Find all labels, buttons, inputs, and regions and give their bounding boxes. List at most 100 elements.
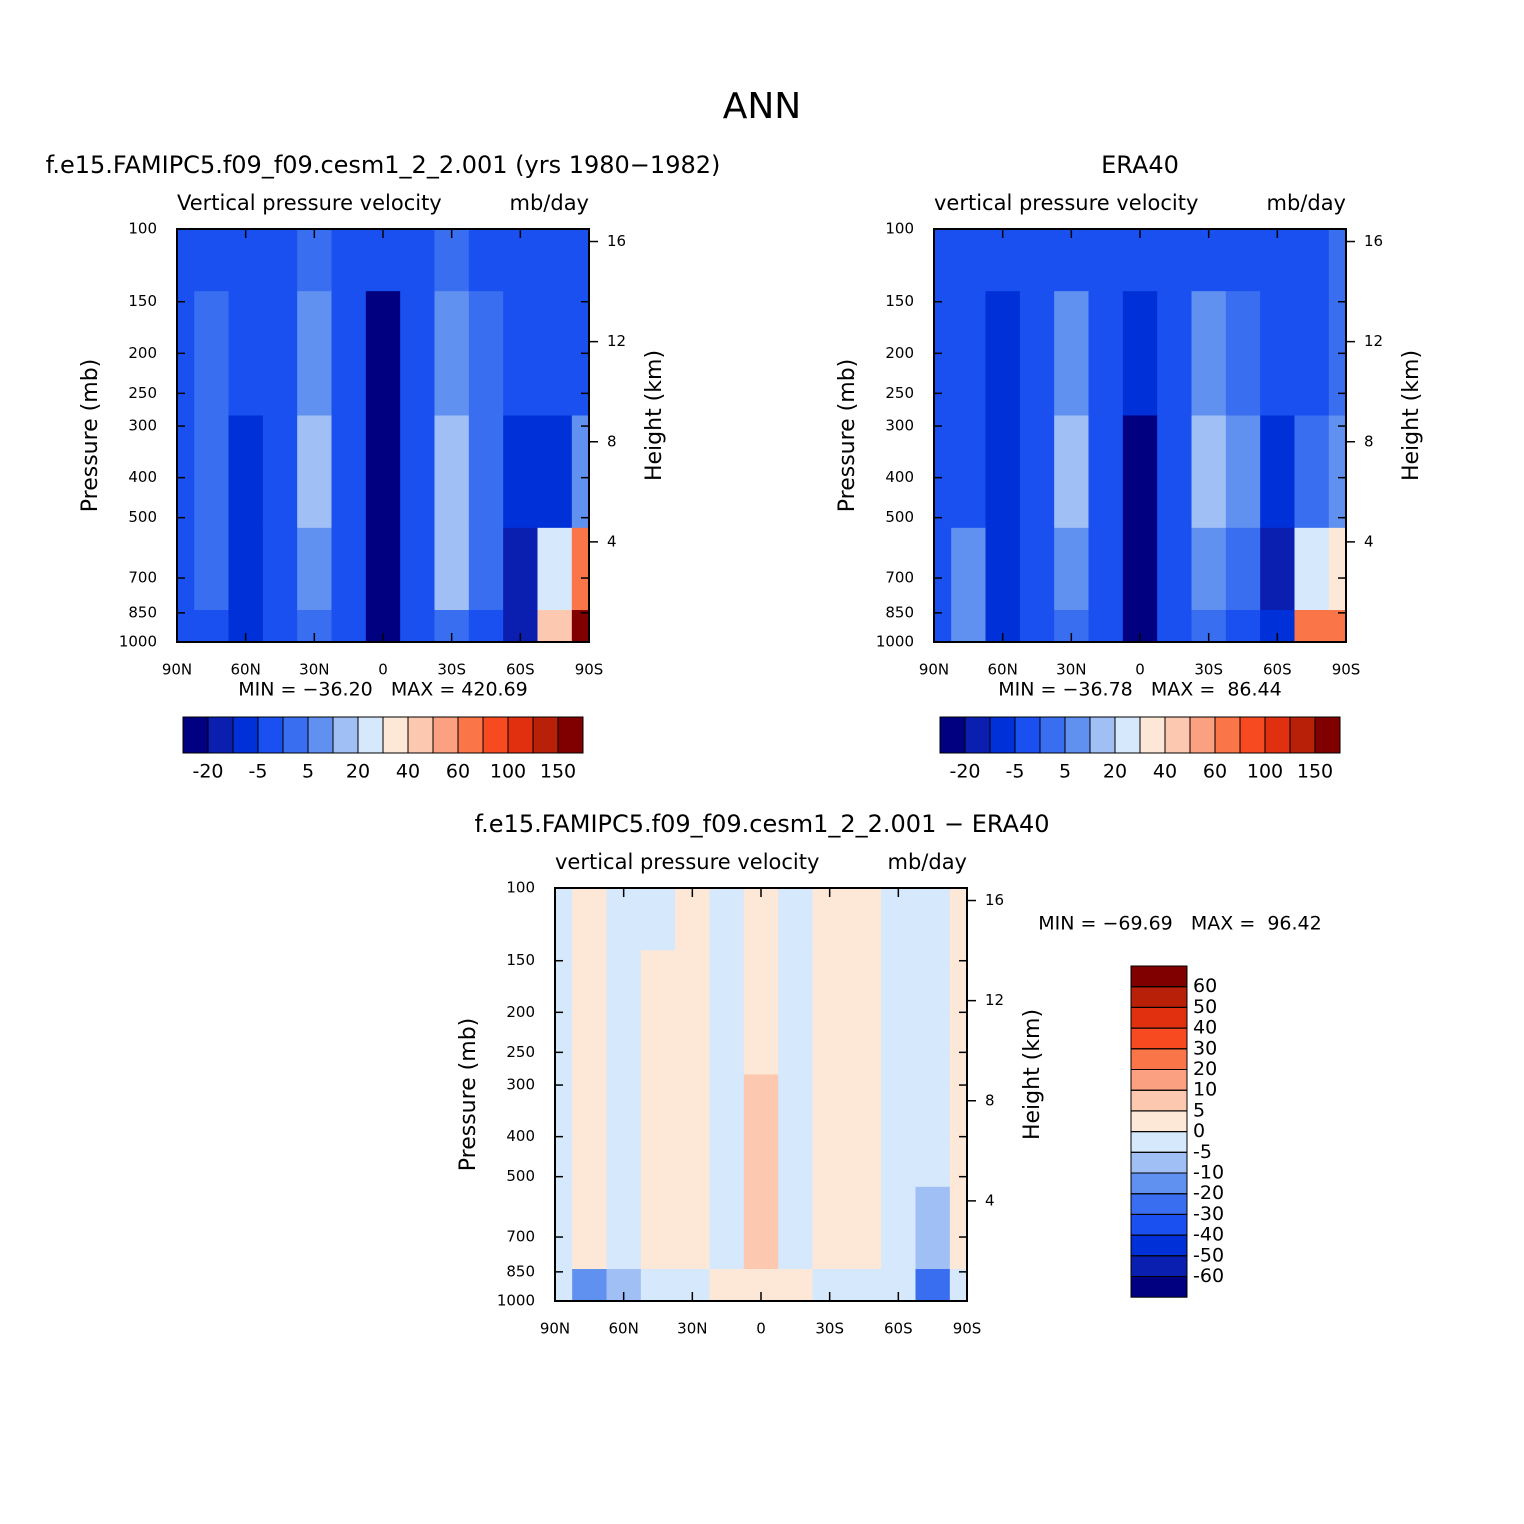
y2-tick-label: 16 bbox=[607, 232, 626, 250]
colorbar-label: 20 bbox=[1193, 1058, 1217, 1080]
colorbar-box bbox=[1130, 1110, 1188, 1133]
colorbar-box bbox=[1130, 965, 1188, 988]
contour-cell bbox=[606, 888, 642, 951]
contour-cell bbox=[1019, 291, 1055, 416]
colorbar-box bbox=[1239, 716, 1266, 754]
contour-cell bbox=[951, 610, 986, 643]
y2-tick-label: 12 bbox=[607, 332, 626, 350]
contour-cell bbox=[194, 610, 229, 643]
colorbar-box bbox=[557, 716, 584, 754]
colorbar-label: 30 bbox=[1193, 1037, 1217, 1059]
colorbar-label: 5 bbox=[1193, 1099, 1205, 1121]
colorbar-box bbox=[532, 716, 559, 754]
contour-cell bbox=[331, 415, 367, 529]
colorbar-box bbox=[1130, 1048, 1188, 1071]
contour-cell bbox=[881, 888, 916, 951]
y-tick-label: 850 bbox=[885, 603, 914, 621]
colorbar-label: 100 bbox=[490, 761, 526, 783]
colorbar-label: -10 bbox=[1193, 1162, 1224, 1184]
colorbar-label: -20 bbox=[1193, 1182, 1224, 1204]
contour-cell bbox=[177, 527, 195, 611]
colorbar-label: 10 bbox=[1193, 1079, 1217, 1101]
colorbar-label: 60 bbox=[446, 761, 470, 783]
contour-cell bbox=[951, 527, 986, 611]
contour-cell bbox=[400, 229, 435, 292]
colorbar-box bbox=[407, 716, 434, 754]
colorbar-box bbox=[1130, 1089, 1188, 1112]
contour-cell bbox=[915, 1269, 951, 1302]
contour-cell bbox=[365, 291, 401, 416]
contour-cell bbox=[640, 1269, 676, 1302]
contour-cell bbox=[934, 229, 952, 292]
colorbar-box bbox=[1130, 1069, 1188, 1091]
contour-cell bbox=[555, 1269, 573, 1302]
contour-cell bbox=[297, 415, 332, 529]
contour-cell bbox=[915, 1186, 951, 1270]
y-tick-label: 200 bbox=[128, 344, 157, 362]
contour-cell bbox=[262, 229, 298, 292]
contour-cell bbox=[812, 950, 848, 1075]
x-tick-label: 90N bbox=[162, 661, 192, 679]
contour-cell bbox=[743, 950, 779, 1075]
colorbar-box bbox=[1289, 716, 1316, 754]
colorbar-box bbox=[1264, 716, 1291, 754]
contour-cell bbox=[555, 888, 573, 951]
contour-cell bbox=[1019, 527, 1055, 611]
contour-cell bbox=[177, 415, 195, 529]
contour-cell bbox=[743, 888, 779, 951]
colorbar-box bbox=[382, 716, 409, 754]
contour-cell bbox=[881, 1186, 916, 1270]
contour-cell bbox=[846, 1186, 882, 1270]
contour-cell bbox=[1054, 291, 1089, 416]
y2-axis-label: Height (km) bbox=[1399, 350, 1424, 481]
contour-cell bbox=[262, 415, 298, 529]
contour-cell bbox=[468, 610, 504, 643]
y2-tick-label: 16 bbox=[1364, 232, 1383, 250]
contour-cell bbox=[331, 291, 367, 416]
contour-cell bbox=[951, 229, 986, 292]
contour-cell bbox=[228, 291, 264, 416]
y2-tick-label: 12 bbox=[985, 991, 1004, 1009]
colorbar-box bbox=[1130, 1172, 1188, 1195]
y-tick-label: 400 bbox=[885, 468, 914, 486]
colorbar-box bbox=[1130, 1151, 1188, 1174]
y-tick-label: 100 bbox=[506, 879, 535, 897]
contour-cell bbox=[951, 291, 986, 416]
colorbar-label: -40 bbox=[1193, 1224, 1224, 1246]
colorbar-label: -5 bbox=[1006, 761, 1025, 783]
contour-cell bbox=[571, 291, 590, 416]
contour-cell bbox=[949, 950, 968, 1075]
y2-tick-label: 4 bbox=[1364, 532, 1374, 550]
y-tick-label: 200 bbox=[506, 1003, 535, 1021]
colorbar-label: 40 bbox=[1193, 1017, 1217, 1039]
contour-cell bbox=[846, 950, 882, 1075]
x-tick-label: 30N bbox=[299, 661, 329, 679]
x-tick-label: 60N bbox=[609, 1320, 639, 1338]
x-tick-label: 60N bbox=[988, 661, 1018, 679]
colorbar-box bbox=[457, 716, 484, 754]
colorbar-label: -20 bbox=[192, 761, 223, 783]
colorbar-box bbox=[1214, 716, 1241, 754]
colorbar-box bbox=[1130, 1276, 1188, 1298]
contour-cell bbox=[1294, 229, 1330, 292]
contour-cell bbox=[1260, 229, 1295, 292]
contour-cell bbox=[1088, 229, 1124, 292]
contour-cell bbox=[812, 1186, 848, 1270]
x-tick-label: 0 bbox=[1135, 661, 1145, 679]
colorbar-box bbox=[1139, 716, 1166, 754]
contour-cell bbox=[640, 950, 676, 1075]
contour-cell bbox=[331, 229, 367, 292]
colorbar-box bbox=[507, 716, 534, 754]
colorbar-box bbox=[1064, 716, 1091, 754]
contour-cell bbox=[572, 1269, 607, 1302]
contour-cell bbox=[503, 527, 538, 611]
colorbar-box bbox=[1130, 1234, 1188, 1257]
contour-cell bbox=[194, 229, 229, 292]
contour-cell bbox=[194, 415, 229, 529]
colorbar-label: -60 bbox=[1193, 1265, 1224, 1287]
contour-cell bbox=[606, 1074, 642, 1188]
contour-cell bbox=[1328, 527, 1347, 611]
min-max: MIN = −69.69 MAX = 96.42 bbox=[1038, 913, 1321, 935]
units: mb/day bbox=[1267, 191, 1347, 215]
y-tick-label: 150 bbox=[128, 292, 157, 310]
